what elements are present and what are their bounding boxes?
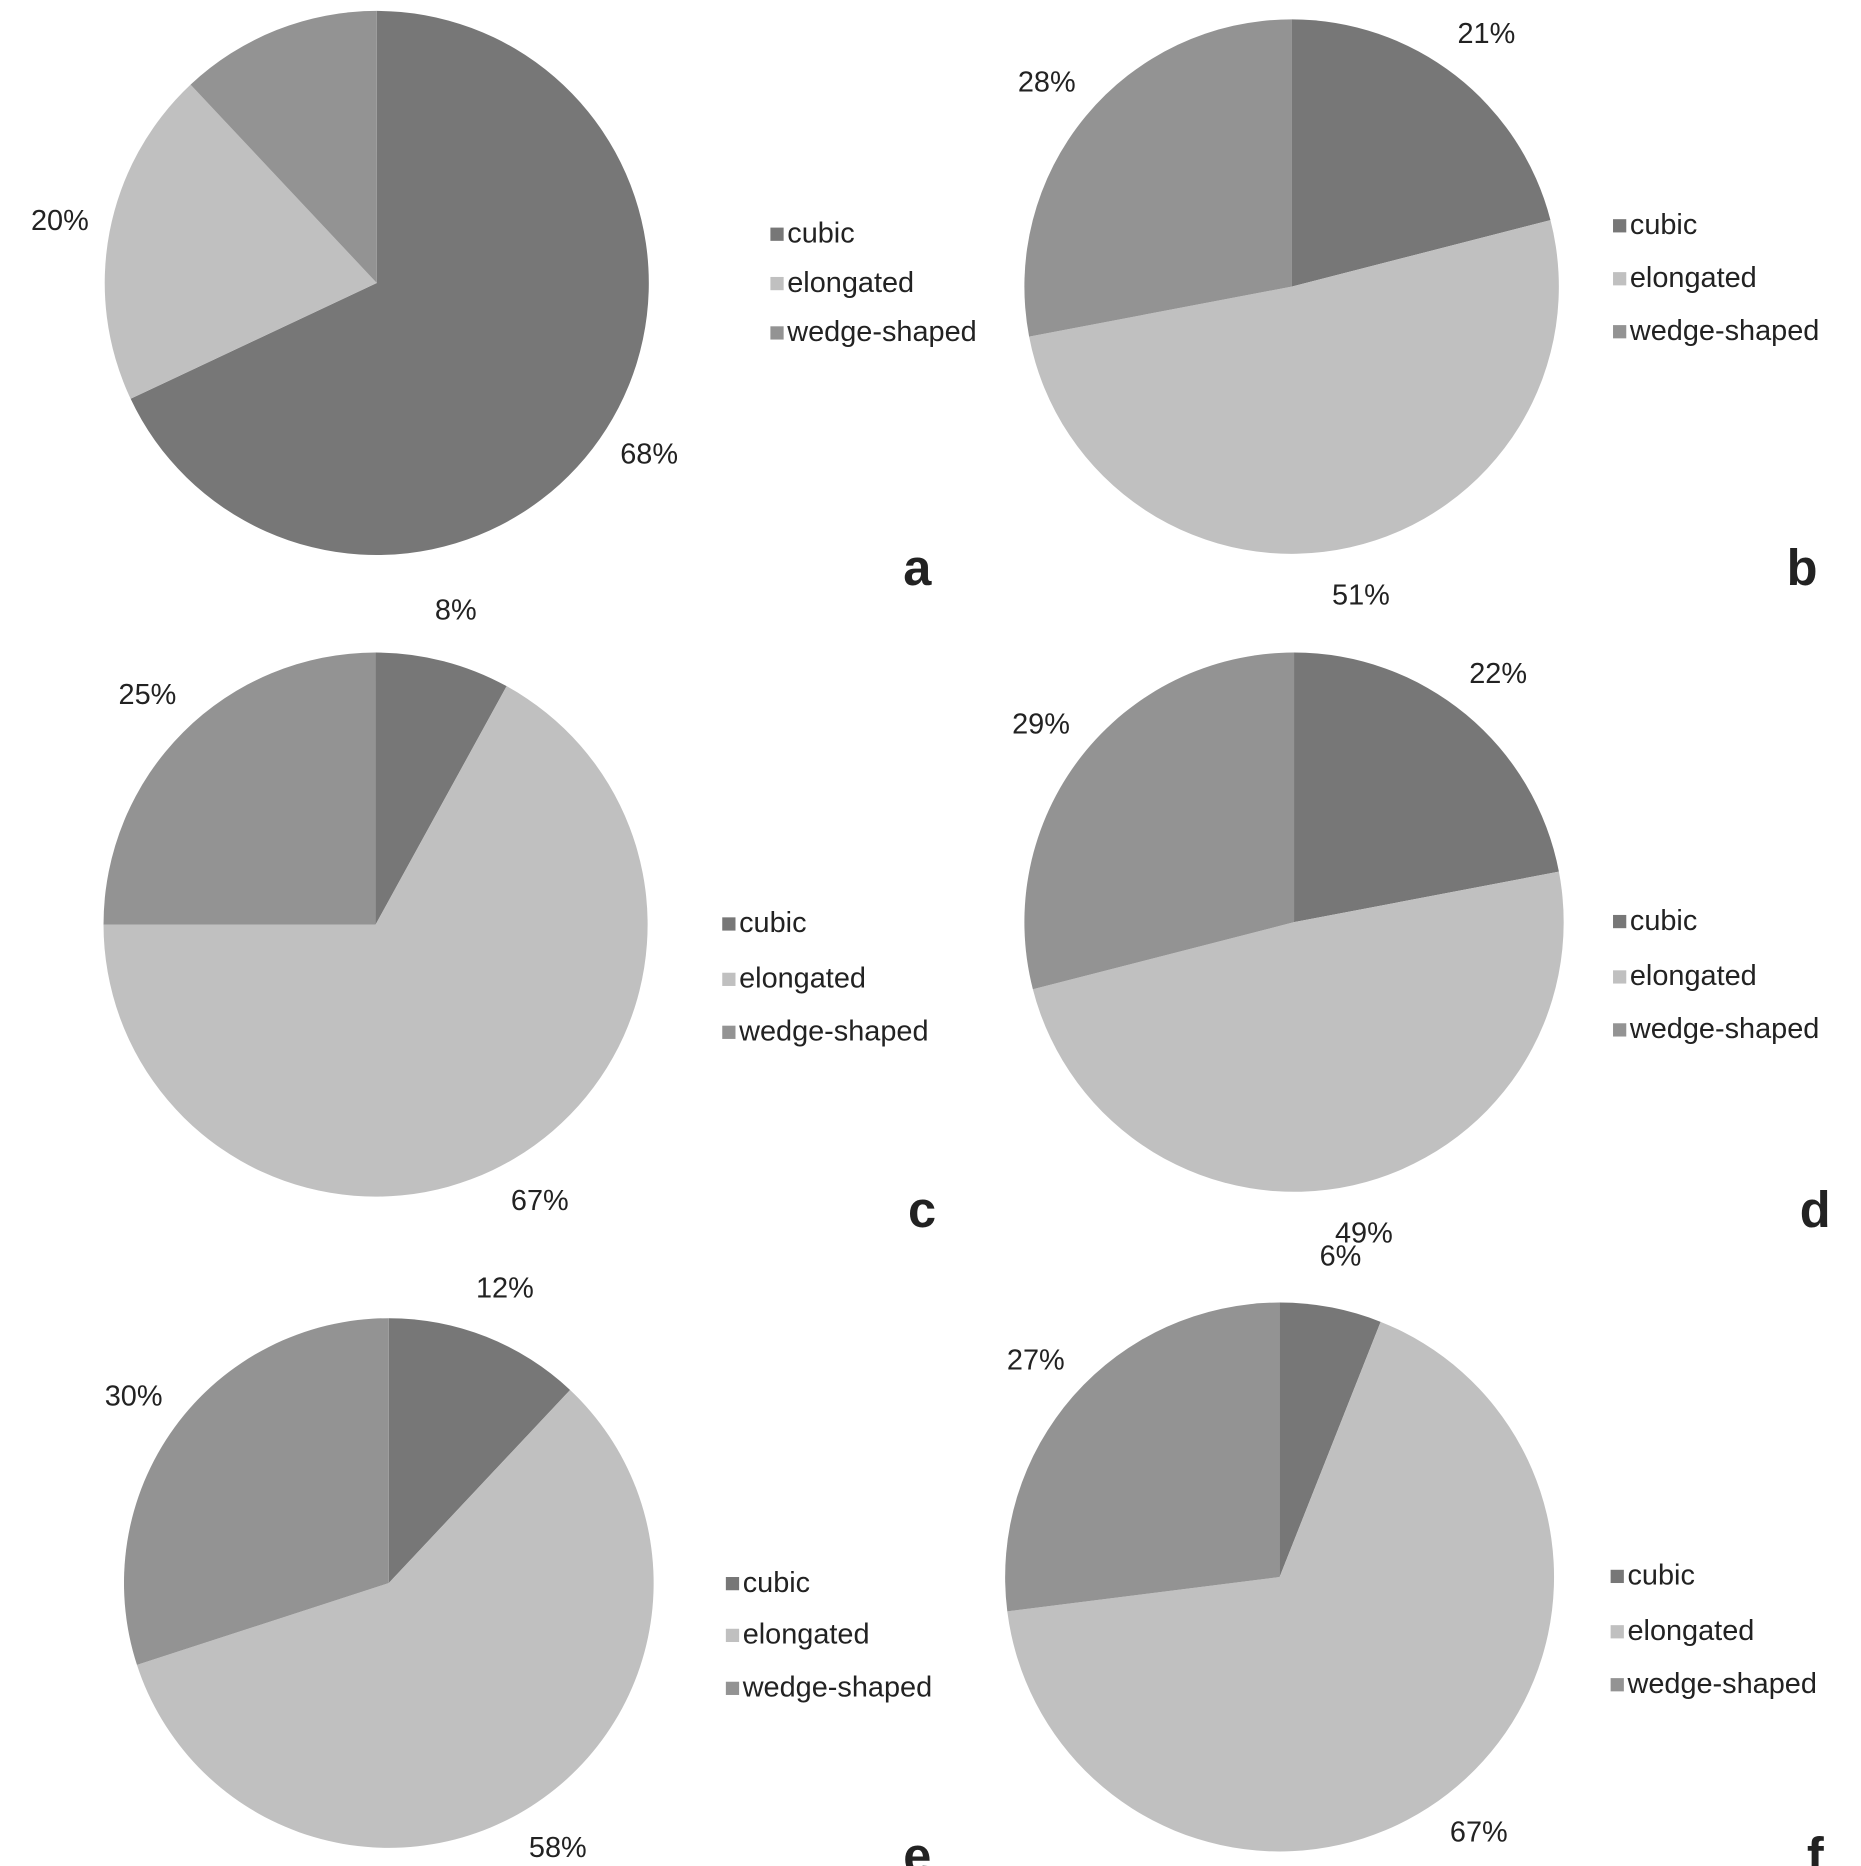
pie-slice xyxy=(1024,652,1295,990)
legend-label: elongated xyxy=(787,267,914,299)
legend-label: cubic xyxy=(787,217,854,249)
pie-slice xyxy=(375,652,507,925)
legend-swatch xyxy=(722,1025,736,1039)
panel-label: a xyxy=(903,539,932,596)
data-label: 58% xyxy=(529,1832,587,1864)
legend-swatch xyxy=(1613,219,1627,233)
legend-swatch xyxy=(1610,1625,1624,1639)
data-label: 67% xyxy=(511,1185,569,1217)
data-label: 30% xyxy=(105,1380,163,1412)
pie-slice xyxy=(1005,1302,1280,1612)
pie-slice xyxy=(103,686,648,1197)
legend-swatch xyxy=(1613,272,1627,286)
legend-label: wedge-shaped xyxy=(1629,315,1819,347)
legend-swatch xyxy=(722,917,736,931)
data-label: 68% xyxy=(620,438,678,470)
legend-label: cubic xyxy=(1630,209,1697,241)
pie-slice xyxy=(1291,19,1551,287)
legend-label: wedge-shaped xyxy=(742,1672,932,1704)
panel-label: f xyxy=(1807,1827,1824,1866)
data-label: 29% xyxy=(1012,709,1070,741)
legend-label: wedge-shaped xyxy=(1626,1668,1816,1700)
data-label: 20% xyxy=(31,205,89,237)
legend-label: elongated xyxy=(739,963,866,995)
legend-swatch xyxy=(1613,1023,1627,1037)
data-label: 28% xyxy=(1018,67,1076,99)
legend-label: cubic xyxy=(1630,905,1697,937)
legend-swatch xyxy=(722,972,736,986)
legend-swatch xyxy=(770,326,784,340)
data-label: 6% xyxy=(1320,1240,1362,1272)
pie-slice xyxy=(190,10,377,283)
data-label: 51% xyxy=(1332,579,1390,611)
panel-label: b xyxy=(1787,539,1818,596)
pie-slice xyxy=(388,1318,571,1584)
panel-label: e xyxy=(903,1827,931,1866)
legend-label: elongated xyxy=(1630,960,1757,992)
data-label: 12% xyxy=(476,1272,534,1304)
pie-slice xyxy=(1279,1302,1381,1578)
pie-slice xyxy=(1007,1321,1555,1852)
legend-swatch xyxy=(725,1681,740,1695)
legend-swatch xyxy=(1613,914,1627,929)
data-label: 25% xyxy=(119,679,177,711)
legend-label: cubic xyxy=(739,907,806,939)
legend-label: wedge-shaped xyxy=(786,316,976,348)
data-label: 8% xyxy=(435,595,477,627)
legend-swatch xyxy=(770,227,784,241)
data-label: 27% xyxy=(1007,1345,1065,1377)
legend-label: wedge-shaped xyxy=(738,1016,928,1048)
legend-label: elongated xyxy=(1630,262,1757,294)
legend-swatch xyxy=(725,1628,740,1643)
pie-slice xyxy=(103,652,376,925)
panel-label: d xyxy=(1800,1181,1831,1238)
legend-swatch xyxy=(1613,970,1627,984)
data-label: 21% xyxy=(1458,18,1516,50)
legend-label: wedge-shaped xyxy=(1629,1013,1819,1045)
legend-swatch xyxy=(725,1577,740,1591)
pie-slice xyxy=(123,1318,389,1665)
panel-label: c xyxy=(908,1181,936,1238)
legend-label: elongated xyxy=(743,1619,870,1651)
legend-label: elongated xyxy=(1627,1615,1754,1647)
legend-swatch xyxy=(1613,325,1627,339)
pie-slice xyxy=(130,10,649,556)
pie-slice xyxy=(136,1389,654,1848)
data-label: 67% xyxy=(1450,1816,1508,1848)
pie-slice xyxy=(1024,19,1292,337)
legend-swatch xyxy=(1610,1569,1624,1584)
legend-label: cubic xyxy=(1627,1560,1694,1592)
data-label: 22% xyxy=(1469,658,1527,690)
pie-slice xyxy=(104,84,377,399)
legend-label: cubic xyxy=(743,1567,810,1599)
legend-swatch xyxy=(770,276,784,291)
pie-slice xyxy=(1294,652,1559,923)
data-label: 49% xyxy=(1335,1217,1393,1249)
pie-slice xyxy=(1032,871,1564,1192)
pie-slice xyxy=(1029,220,1559,554)
legend-swatch xyxy=(1610,1678,1624,1692)
